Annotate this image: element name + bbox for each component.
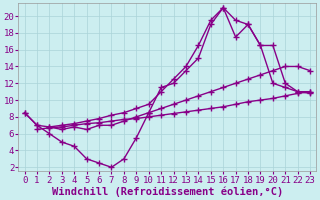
X-axis label: Windchill (Refroidissement éolien,°C): Windchill (Refroidissement éolien,°C): [52, 186, 283, 197]
